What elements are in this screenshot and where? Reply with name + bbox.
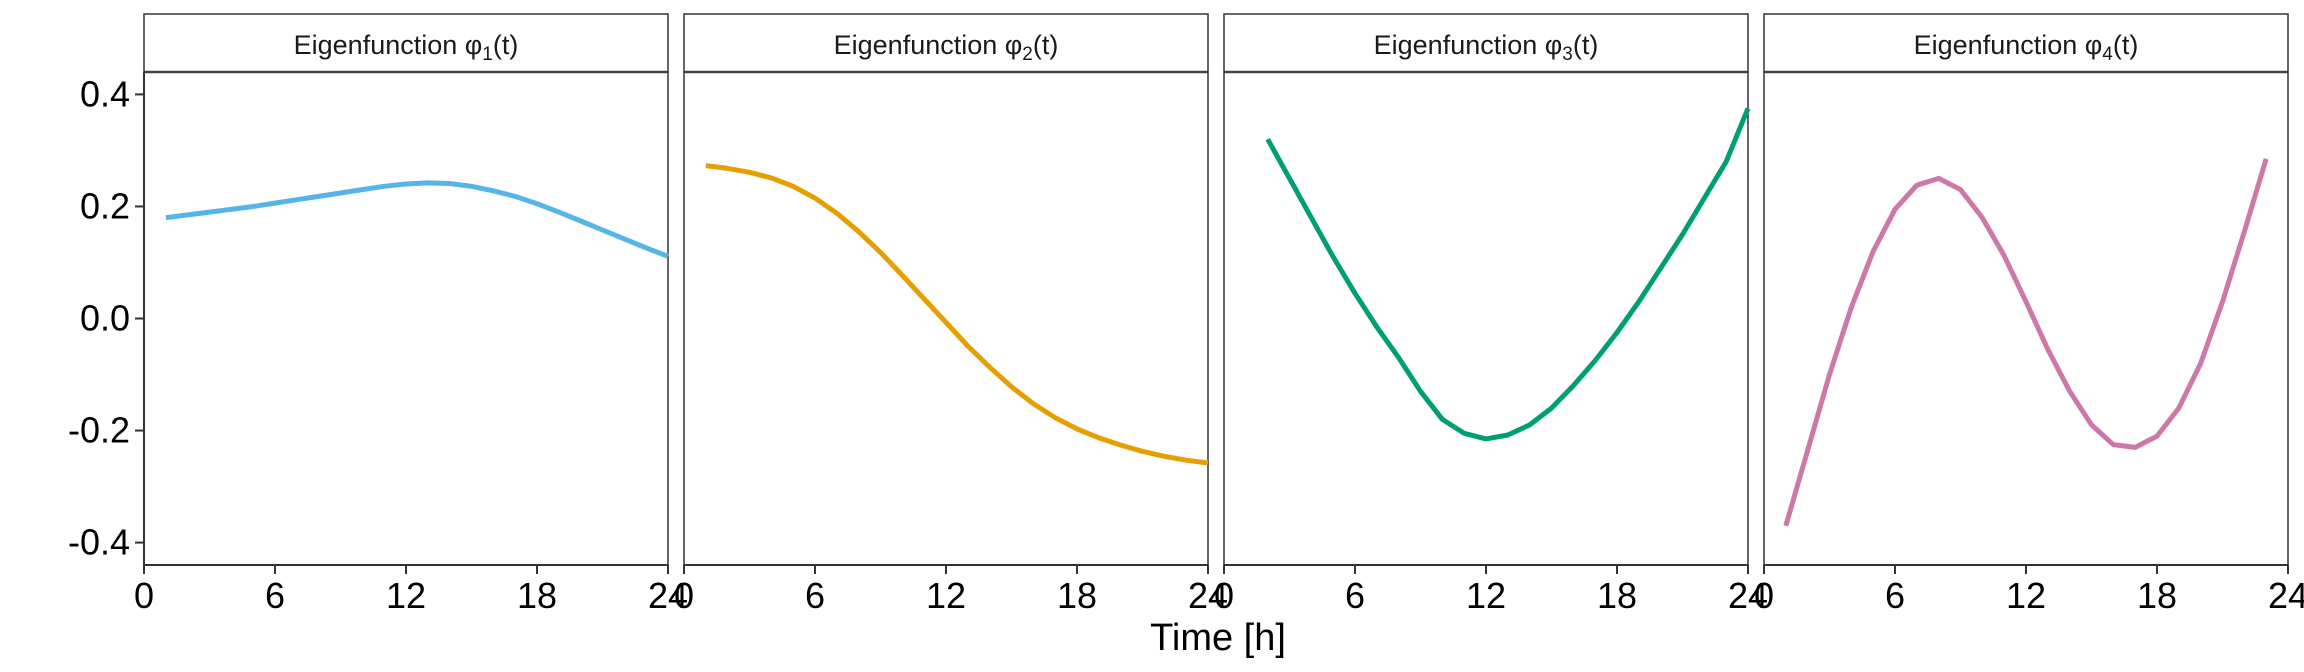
eigenfunction-line-4 xyxy=(1783,158,2269,527)
facet-title-suffix: (t) xyxy=(1033,30,1058,60)
x-tick-label: 18 xyxy=(517,575,557,616)
x-tick-label: 18 xyxy=(2137,575,2177,616)
facet-title-prefix: Eigenfunction φ xyxy=(834,30,1023,60)
x-tick-label: 18 xyxy=(1597,575,1637,616)
facet-title: Eigenfunction φ2(t) xyxy=(834,30,1059,65)
x-tick-label: 24 xyxy=(648,575,688,616)
x-tick-label: 12 xyxy=(926,575,966,616)
facet-title-subscript: 3 xyxy=(1562,44,1573,65)
eigenfunction-line-3 xyxy=(1265,107,1751,442)
x-tick-label: 0 xyxy=(674,575,694,616)
panel-border xyxy=(683,71,1209,566)
facet-title-prefix: Eigenfunction φ xyxy=(1374,30,1563,60)
facet-title-suffix: (t) xyxy=(493,30,518,60)
facet-title: Eigenfunction φ3(t) xyxy=(1374,30,1599,65)
facet-title-prefix: Eigenfunction φ xyxy=(294,30,483,60)
panel-border xyxy=(1223,71,1749,566)
panel-border xyxy=(1763,71,2289,566)
x-tick-label: 12 xyxy=(386,575,426,616)
facet-title-suffix: (t) xyxy=(1573,30,1598,60)
x-tick-label: 12 xyxy=(1466,575,1506,616)
facet-panel-2: Eigenfunction φ2(t) 0 6 12 18 24 xyxy=(674,13,1228,616)
facet-panel-3: Eigenfunction φ3(t) 0 6 12 18 24 xyxy=(1214,13,1768,616)
x-tick-label: 6 xyxy=(1885,575,1905,616)
facet-strip xyxy=(1223,13,1749,73)
y-tick-label: -0.4 xyxy=(68,522,130,563)
facet-title: Eigenfunction φ4(t) xyxy=(1914,30,2139,65)
x-tick-label: 6 xyxy=(1345,575,1365,616)
x-tick-label: 0 xyxy=(1214,575,1234,616)
y-tick-label: -0.2 xyxy=(68,410,130,451)
facet-title: Eigenfunction φ1(t) xyxy=(294,30,519,65)
eigenfunction-line-2 xyxy=(705,163,1209,466)
x-tick-label: 0 xyxy=(134,575,154,616)
y-tick-label: 0.0 xyxy=(80,298,130,339)
facet-strip xyxy=(1763,13,2289,73)
facet-title-subscript: 2 xyxy=(1022,44,1033,65)
x-tick-label: 12 xyxy=(2006,575,2046,616)
facet-title-subscript: 1 xyxy=(482,44,493,65)
x-tick-label: 18 xyxy=(1057,575,1097,616)
facet-panel-4: Eigenfunction φ4(t) 0 6 12 18 24 xyxy=(1754,13,2304,616)
facet-title-subscript: 4 xyxy=(2102,44,2113,65)
x-tick-label: 0 xyxy=(1754,575,1774,616)
facet-title-suffix: (t) xyxy=(2113,30,2138,60)
x-tick-label: 24 xyxy=(1728,575,1768,616)
facet-title-prefix: Eigenfunction φ xyxy=(1914,30,2103,60)
x-tick-label: 24 xyxy=(2268,575,2304,616)
eigenfunction-line-1 xyxy=(165,180,669,259)
facet-panel-1: Eigenfunction φ1(t) 0 6 12 18 24 xyxy=(134,13,688,616)
x-axis-title: Time [h] xyxy=(1150,617,1286,659)
x-tick-label: 6 xyxy=(805,575,825,616)
y-tick-label: 0.2 xyxy=(80,185,130,226)
y-tick-label: 0.4 xyxy=(80,73,130,114)
x-tick-label: 24 xyxy=(1188,575,1228,616)
facet-strip xyxy=(683,13,1209,73)
x-tick-label: 6 xyxy=(265,575,285,616)
panel-border xyxy=(143,71,669,566)
